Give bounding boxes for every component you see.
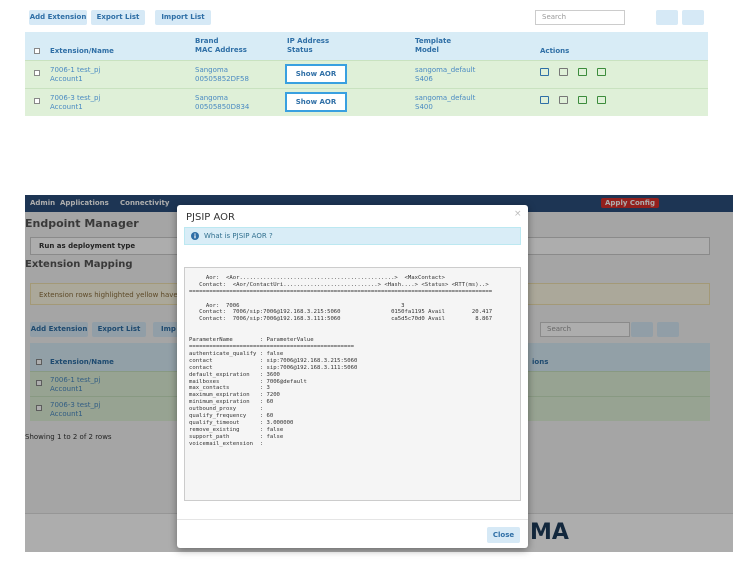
modal: PJSIP AOR × What is PJSIP AOR ? Aor: <Ao… [177,205,528,548]
text-line: sangoma_default [415,66,476,74]
output-box: Aor: <Aor...............................… [184,267,521,501]
table-header: Extension/Name Brand MAC Address IP Addre… [25,32,708,60]
header-line: Brand [195,37,219,45]
text-line: 00505852DF58 [195,75,249,83]
text-line: 00505850D834 [195,103,250,111]
apply-config[interactable]: Apply Config [601,198,659,208]
template-cell: sangoma_default S400 [415,94,475,112]
text-line: 7006-1 test_pj [50,66,101,74]
search-input[interactable]: Search [540,322,630,337]
text-line: S400 [415,103,433,111]
action-icon[interactable] [597,68,606,76]
info-box: What is PJSIP AOR ? [184,227,521,245]
heading: Extension Mapping [25,259,133,270]
action-icon[interactable] [578,68,587,76]
output: Aor: <Aor...............................… [189,274,493,447]
button[interactable]: Export List [92,322,146,337]
checkbox[interactable] [34,70,40,76]
checkbox[interactable] [36,405,42,411]
show-aor-button[interactable]: Show AOR [285,92,347,112]
text-line: Sangoma [195,94,229,102]
icon-button[interactable] [631,322,653,337]
nav-item[interactable]: Applications [60,199,109,207]
checkbox[interactable] [34,48,40,54]
cell: 7006-3 test_pj Account1 [50,401,100,419]
extension-cell: 7006-1 test_pj Account1 [50,66,100,84]
pagination-info: Showing 1 to 2 of 2 rows [25,433,112,441]
text-line: 7006-3 test_pj [50,94,101,102]
button[interactable]: Export List [91,10,145,25]
header: Extension/Name [50,47,114,55]
action-icon[interactable] [578,96,587,104]
divider [177,519,528,520]
account: Account1 [50,385,83,393]
header: Actions [540,47,570,55]
header-line: Status [287,46,313,54]
brand-cell: Sangoma 00505850D834 [195,94,249,112]
header-line: Model [415,46,439,54]
info-icon [191,232,199,240]
label: Run as deployment type [39,242,136,250]
checkbox[interactable] [34,98,40,104]
header-line: Template [415,37,452,45]
text-line: Account1 [50,103,83,111]
extension-cell: 7006-3 test_pj Account1 [50,94,100,112]
text-line: sangoma_default [415,94,476,102]
nav-item[interactable]: Admin [30,199,56,207]
action-icon[interactable] [540,96,549,104]
text-line: S406 [415,75,433,83]
modal-title: PJSIP AOR [186,212,235,223]
button[interactable]: Import List [155,10,211,25]
action-icon[interactable] [559,68,568,76]
search-input[interactable]: Search [535,10,625,25]
action-icon[interactable] [597,96,606,104]
icon-button[interactable] [656,10,678,25]
button[interactable]: Add Extension [29,10,87,25]
nav-item[interactable]: Connectivity [120,199,170,207]
action-icon[interactable] [559,96,568,104]
name: 7006-3 test_pj [50,401,101,409]
close-button[interactable]: Close [487,527,520,543]
header: ions [532,358,549,366]
header: Extension/Name [50,358,114,366]
name: 7006-1 test_pj [50,376,101,384]
account: Account1 [50,410,83,418]
checkbox[interactable] [36,359,42,365]
text-line: Sangoma [195,66,229,74]
template-cell: sangoma_default S406 [415,66,475,84]
header-line: MAC Address [195,46,247,54]
action-icon[interactable] [540,68,549,76]
logo: MA [530,520,569,545]
button[interactable]: Add Extension [30,322,88,337]
close-x[interactable]: × [514,209,522,219]
info-link[interactable]: What is PJSIP AOR ? [204,232,273,240]
header-line: IP Address [287,37,330,45]
show-aor-button[interactable]: Show AOR [285,64,347,84]
heading: Endpoint Manager [25,217,139,230]
checkbox[interactable] [36,380,42,386]
header: IP Address Status [287,37,329,55]
header: Brand MAC Address [195,37,247,55]
brand-cell: Sangoma 00505852DF58 [195,66,249,84]
text-line: Account1 [50,75,83,83]
table-row: 7006-3 test_pj Account1 Sangoma 00505850D83… [25,88,708,116]
table-row: 7006-1 test_pj Account1 Sangoma 00505852DF5… [25,60,708,88]
header: Template Model [415,37,451,55]
top-panel: Add Extension Export List Import List Se… [25,0,708,120]
icon-button[interactable] [682,10,704,25]
cell: 7006-1 test_pj Account1 [50,376,100,394]
icon-button[interactable] [657,322,679,337]
note-text: Extension rows highlighted yellow have n… [39,291,203,299]
